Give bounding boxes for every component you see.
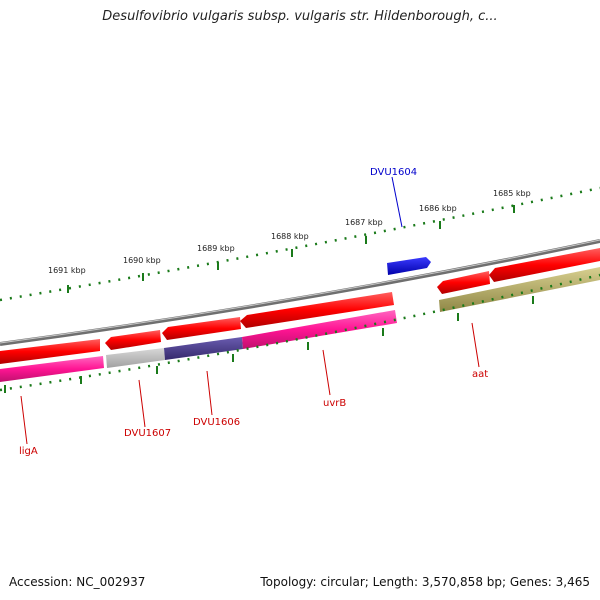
label-uvrb[interactable]: uvrB bbox=[323, 398, 346, 409]
scale-label-1685: 1685 kbp bbox=[493, 189, 531, 198]
gene-red-arrow-1[interactable] bbox=[0, 339, 100, 364]
gene-dvu1604[interactable] bbox=[387, 257, 431, 275]
gene-aat[interactable] bbox=[439, 267, 600, 312]
gene-dvu1607[interactable] bbox=[106, 348, 165, 368]
accession-label: Accession: NC_002937 bbox=[9, 575, 146, 589]
gene-dvu1606[interactable] bbox=[164, 337, 243, 360]
label-liga[interactable]: ligA bbox=[19, 446, 38, 457]
gene-uvrb[interactable] bbox=[242, 310, 397, 349]
label-leaders bbox=[20, 176, 480, 445]
label-dvu1607[interactable]: DVU1607 bbox=[124, 428, 171, 439]
gene-liga[interactable] bbox=[0, 356, 104, 382]
gene-red-arrow-4[interactable] bbox=[240, 292, 394, 328]
upper-scale-major-ticks bbox=[67, 205, 515, 293]
gene-red-arrow-2[interactable] bbox=[105, 330, 161, 350]
scale-label-1687: 1687 kbp bbox=[345, 218, 383, 227]
upper-scale-ruler bbox=[0, 186, 600, 302]
map-title: Desulfovibrio vulgaris subsp. vulgaris s… bbox=[102, 9, 498, 24]
label-aat[interactable]: aat bbox=[472, 369, 488, 380]
lower-scale-major-ticks bbox=[4, 296, 534, 393]
gene-red-arrow-3[interactable] bbox=[162, 317, 241, 340]
label-dvu1606[interactable]: DVU1606 bbox=[193, 417, 240, 428]
scale-label-1691: 1691 kbp bbox=[48, 266, 86, 275]
scale-label-1690: 1690 kbp bbox=[123, 256, 161, 265]
genome-stats: Topology: circular; Length: 3,570,858 bp… bbox=[260, 575, 590, 589]
scale-label-1688: 1688 kbp bbox=[271, 232, 309, 241]
gene-red-arrow-6[interactable] bbox=[489, 248, 600, 282]
scale-label-1689: 1689 kbp bbox=[197, 244, 235, 253]
label-dvu1604[interactable]: DVU1604 bbox=[370, 167, 417, 178]
scale-label-1686: 1686 kbp bbox=[419, 204, 457, 213]
genome-backbone bbox=[0, 239, 600, 346]
gene-red-arrow-5[interactable] bbox=[437, 271, 490, 294]
